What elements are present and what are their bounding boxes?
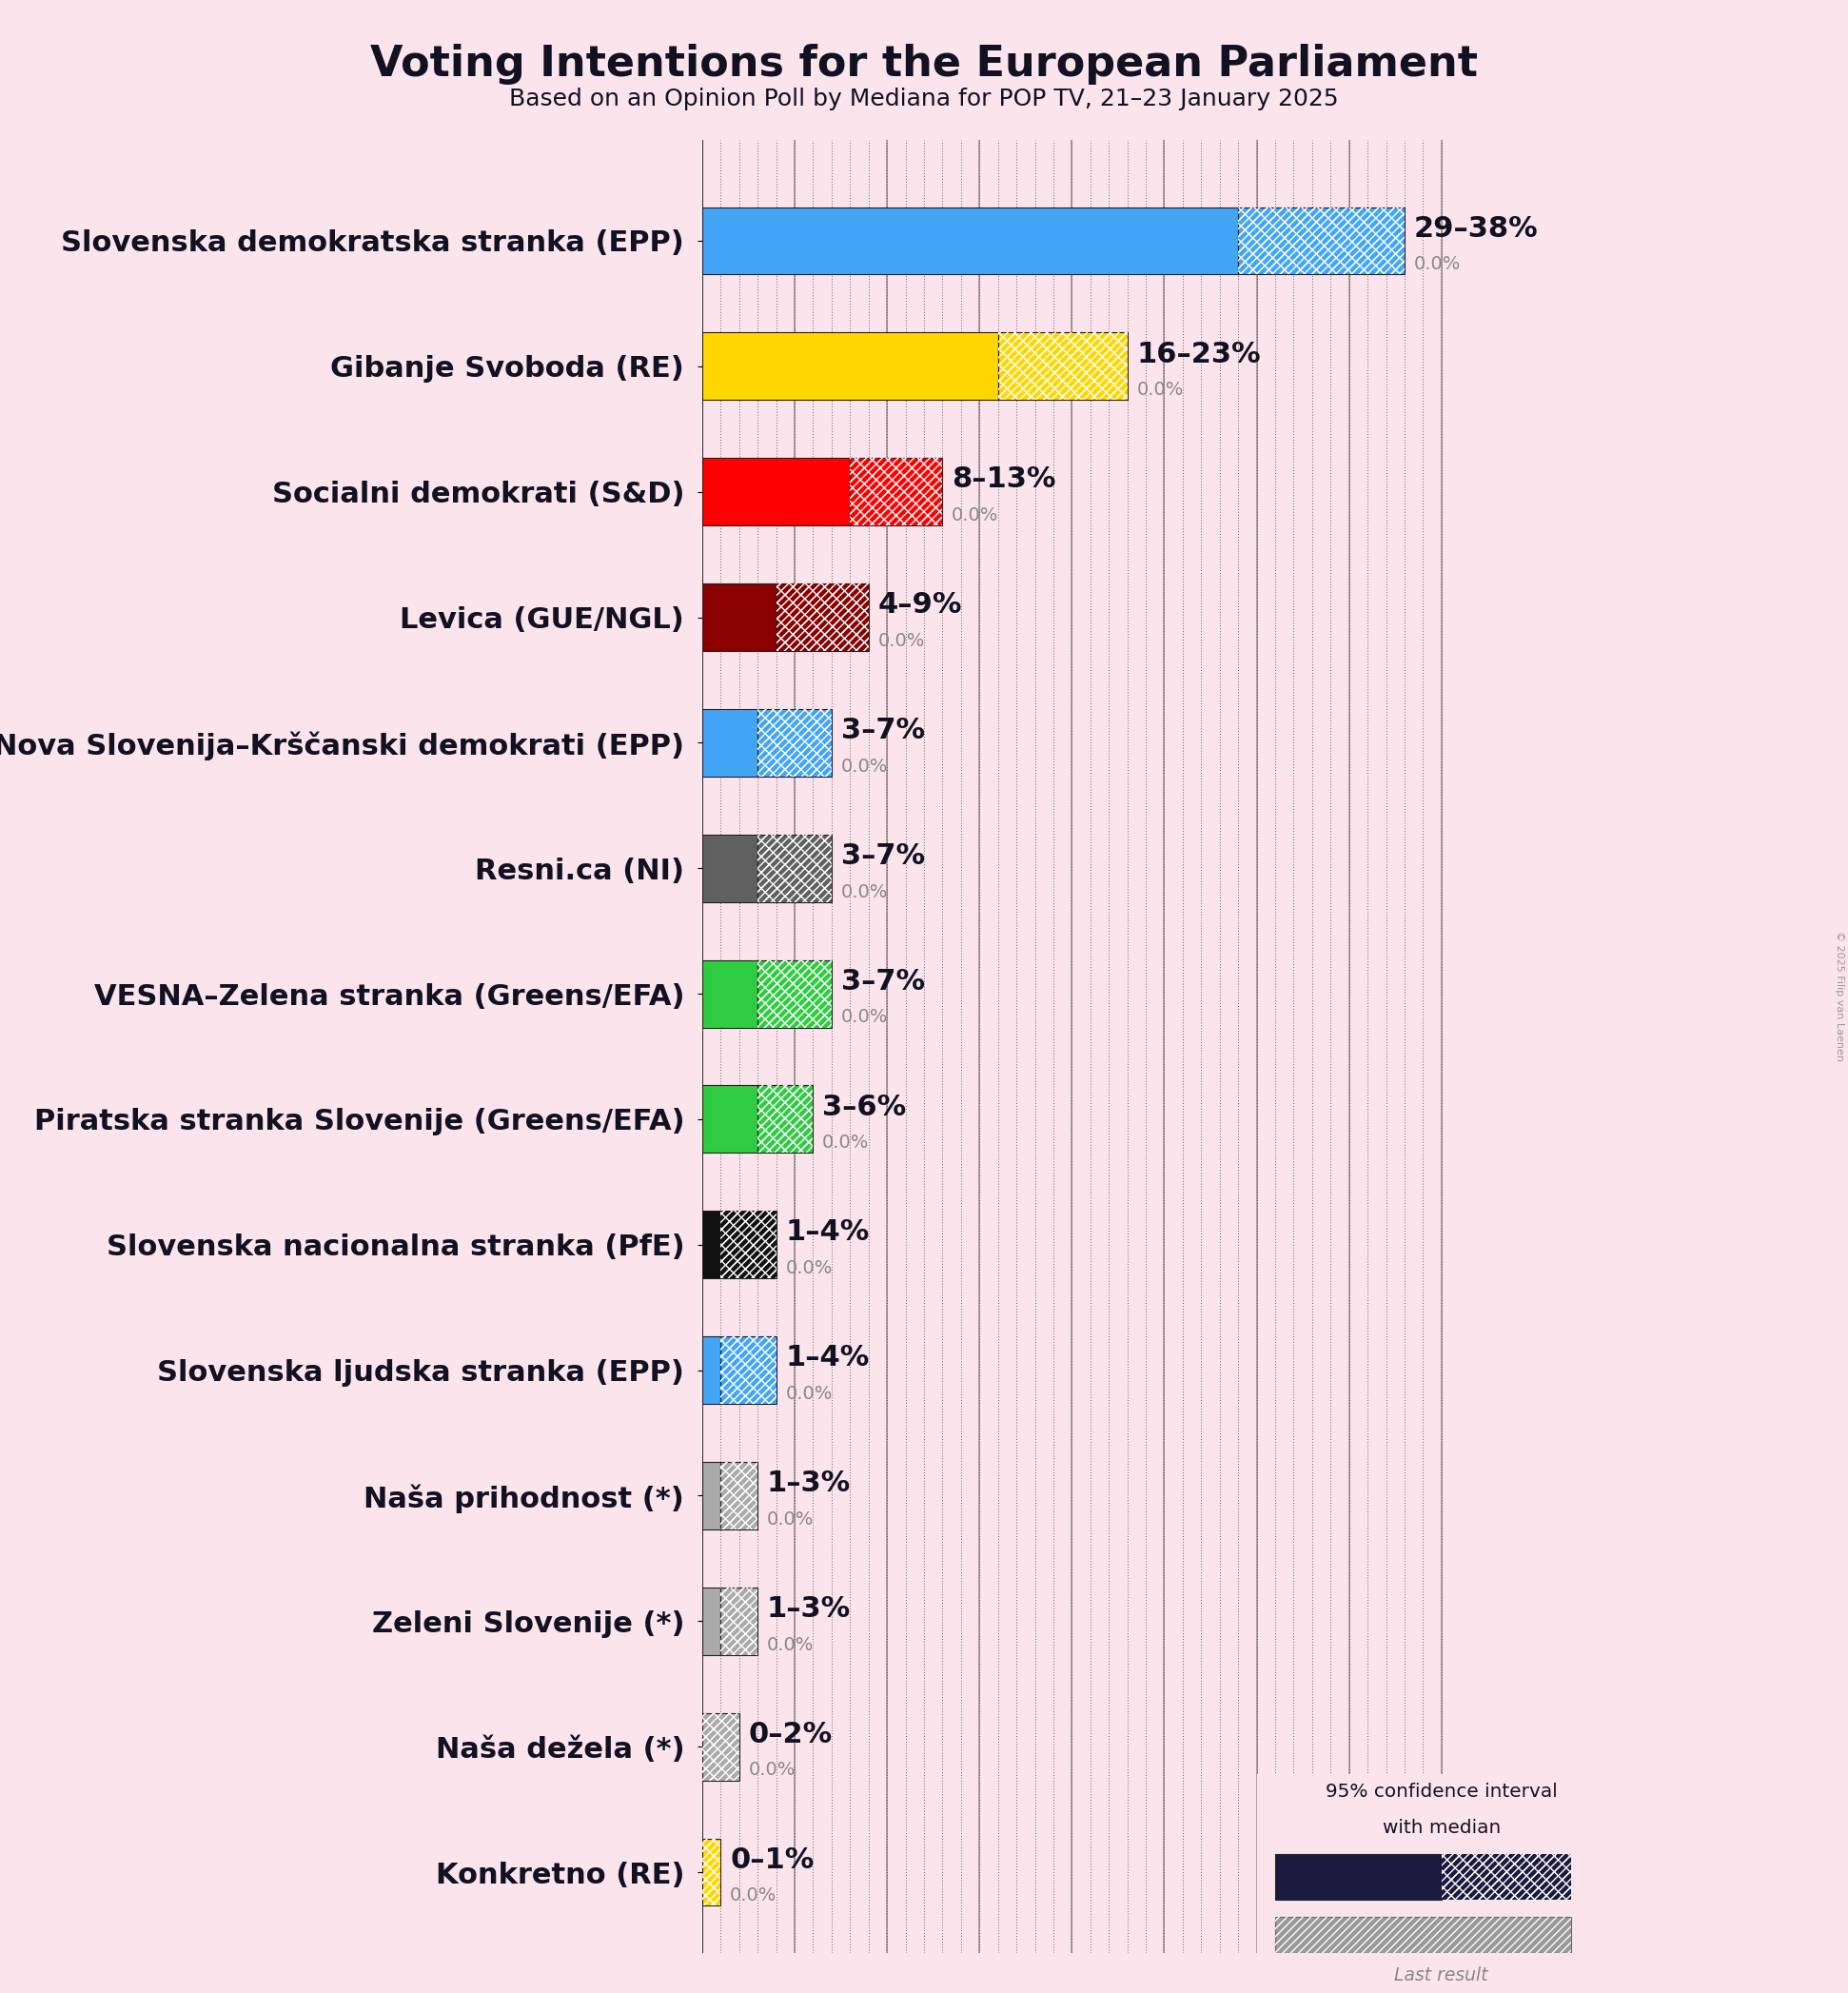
Bar [758,710,832,777]
Bar [702,1086,758,1152]
Text: 3–7%: 3–7% [841,843,924,869]
Bar [758,1086,813,1152]
Bar [702,835,758,903]
Text: 0.0%: 0.0% [748,1762,795,1780]
Bar [850,458,942,526]
Bar [1238,207,1404,275]
Bar [758,961,832,1028]
Text: 29–38%: 29–38% [1414,215,1538,243]
Bar [702,1586,721,1654]
Bar [721,1463,758,1529]
Text: 1–4%: 1–4% [785,1343,870,1371]
Bar [702,1838,721,1905]
Bar [702,584,776,652]
Bar [1275,1853,1441,1899]
Text: 0.0%: 0.0% [767,1636,813,1654]
Bar [758,1086,813,1152]
Bar [721,1212,776,1278]
Bar [998,333,1127,401]
Text: 0.0%: 0.0% [1414,255,1460,273]
Bar [758,961,832,1028]
Text: 0.0%: 0.0% [822,1134,869,1152]
Bar [758,835,832,903]
Text: 0.0%: 0.0% [785,1260,832,1278]
Bar [776,584,869,652]
Text: 0.0%: 0.0% [730,1887,776,1905]
Bar [702,1212,721,1278]
Text: 0.0%: 0.0% [841,1008,887,1026]
Bar [721,1337,776,1403]
Bar [758,1086,813,1152]
Text: 0.0%: 0.0% [1137,381,1183,399]
Text: 4–9%: 4–9% [878,592,963,620]
Text: Last result: Last result [1395,1967,1488,1985]
Text: 1–3%: 1–3% [767,1469,850,1497]
Bar [758,835,832,903]
Text: 16–23%: 16–23% [1137,341,1260,369]
Bar [702,458,850,526]
Bar [721,1337,776,1403]
Text: 1–4%: 1–4% [785,1220,870,1246]
Bar [702,1838,721,1905]
Text: with median: with median [1382,1818,1501,1838]
Text: 0–2%: 0–2% [748,1720,832,1748]
Text: Voting Intentions for the European Parliament: Voting Intentions for the European Parli… [370,44,1478,86]
Bar [702,1712,739,1780]
Text: 95% confidence interval: 95% confidence interval [1325,1782,1558,1802]
Bar [1441,1853,1571,1899]
Text: 0.0%: 0.0% [841,757,887,775]
Bar [758,961,832,1028]
Text: 3–7%: 3–7% [841,969,924,995]
Bar [702,207,1238,275]
Text: © 2025 Filip van Laenen: © 2025 Filip van Laenen [1835,931,1844,1062]
Bar [702,710,758,777]
Bar [721,1586,758,1654]
Text: 0.0%: 0.0% [767,1511,813,1529]
Text: 0–1%: 0–1% [730,1846,815,1873]
Bar [758,835,832,903]
Text: 3–6%: 3–6% [822,1094,906,1120]
Bar [850,458,942,526]
Bar [702,1838,721,1905]
Bar [721,1337,776,1403]
Bar [702,333,998,401]
Bar [721,1212,776,1278]
Bar [721,1463,758,1529]
Bar [776,584,869,652]
Text: 0.0%: 0.0% [952,506,998,524]
Bar [702,1712,739,1780]
Bar [776,584,869,652]
Bar [721,1586,758,1654]
Bar [702,961,758,1028]
Bar [721,1463,758,1529]
Bar [998,333,1127,401]
Text: 8–13%: 8–13% [952,466,1055,494]
Text: 0.0%: 0.0% [785,1385,832,1403]
Bar [702,1463,721,1529]
Bar [850,458,942,526]
Bar [1441,1853,1571,1899]
Bar [998,333,1127,401]
Bar [1275,1917,1571,1953]
Text: 1–3%: 1–3% [767,1594,850,1622]
Bar [702,1712,739,1780]
Text: 0.0%: 0.0% [878,632,924,650]
Bar [758,710,832,777]
Bar [721,1586,758,1654]
Bar [758,710,832,777]
Bar [1275,1917,1571,1953]
Text: 0.0%: 0.0% [841,883,887,901]
Text: 3–7%: 3–7% [841,717,924,743]
Bar [1238,207,1404,275]
Bar [721,1212,776,1278]
Bar [1238,207,1404,275]
Text: Based on an Opinion Poll by Mediana for POP TV, 21–23 January 2025: Based on an Opinion Poll by Mediana for … [510,88,1338,110]
Bar [702,1337,721,1403]
